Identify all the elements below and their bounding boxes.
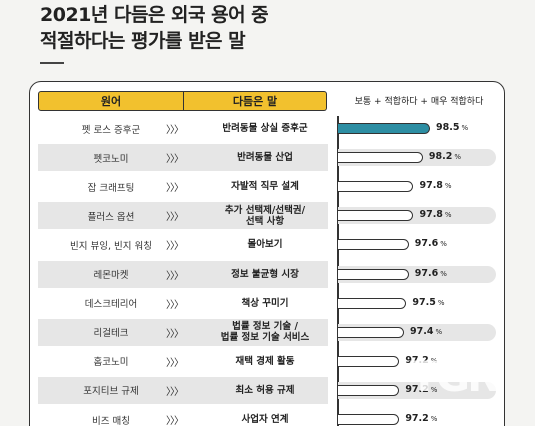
percent-sign: % (437, 298, 445, 307)
percent-sign: % (444, 182, 452, 191)
arrow-icon: 〉〉〉 (166, 183, 184, 195)
value-label: 97.2% (405, 413, 438, 424)
bar (338, 181, 414, 193)
term-label: 빈지 뷰잉, 빈지 워칭 (70, 240, 152, 252)
alternative-label: 법률 정보 기술 / 법률 정보 기술 서비스 (220, 321, 310, 344)
table-row: 플러스 옵션 〉〉〉 추가 선택제/선택권/선택 사항 (38, 202, 328, 230)
alternative-label: 정보 불균형 시장 (231, 268, 299, 280)
table-row: 홈코노미 〉〉〉 재택 경제 활동 (38, 348, 328, 375)
table-row: 데스크테리어 〉〉〉 책상 꾸미기 (38, 290, 328, 317)
term-label: 리걸테크 (93, 328, 129, 340)
percent-sign: % (444, 211, 452, 220)
title-underline (40, 62, 64, 64)
term-label: 비즈 매칭 (92, 415, 130, 426)
arrow-icon: 〉〉〉 (166, 270, 184, 282)
table-row: 빈지 뷰잉, 빈지 워칭 〉〉〉 몰아보기 (38, 231, 328, 258)
value-label: 97.6% (414, 238, 447, 250)
bar (338, 297, 407, 309)
value-label: 98.2% (428, 151, 462, 163)
percent-sign: % (430, 356, 438, 365)
term-label: 홈코노미 (93, 357, 129, 369)
alternative-label: 사업자 연계 (241, 414, 289, 425)
percent-sign: % (440, 269, 447, 278)
value-label: 97.2% (405, 354, 438, 366)
bar (338, 268, 409, 280)
arrow-icon: 〉〉〉 (166, 386, 184, 398)
arrow-icon: 〉〉〉 (166, 212, 184, 224)
table-row: 비즈 매칭 〉〉〉 사업자 연계 (38, 406, 328, 426)
table-row: 펫 로스 증후군 〉〉〉 반려동물 상실 증후군 (38, 115, 328, 142)
term-label: 펫코노미 (93, 153, 129, 165)
bar (338, 152, 423, 164)
alternative-label: 책상 꾸미기 (241, 297, 289, 309)
value-label: 98.5% (436, 122, 469, 133)
alternative-label: 몰아보기 (247, 239, 283, 251)
chart-card: 원어 다듬은 말 보통 + 적합하다 + 매우 적합하다 펫 로스 증후군 〉〉〉… (29, 81, 505, 426)
value-label: 97.8% (419, 180, 452, 192)
alternative-label: 추가 선택제/선택권/선택 사항 (224, 204, 306, 227)
value-label: 97.4% (410, 325, 443, 337)
arrow-icon: 〉〉〉 (166, 154, 184, 166)
bar (338, 384, 400, 396)
value-label: 97.5% (412, 296, 445, 308)
term-label: 플러스 옵션 (87, 211, 135, 223)
bar (338, 239, 409, 251)
table-row: 포지티브 규제 〉〉〉 최소 허용 규제 (38, 376, 328, 404)
header-term: 원어 (38, 91, 184, 111)
header-alternative: 다듬은 말 (184, 91, 327, 111)
table-row: 레몬마켓 〉〉〉 정보 불균형 시장 (38, 260, 328, 288)
term-label: 잡 크래프팅 (87, 182, 135, 194)
value-label: 97.8% (419, 209, 452, 221)
alternative-label: 반려동물 산업 (237, 152, 293, 164)
bar-axis (337, 116, 339, 426)
header-score: 보통 + 적합하다 + 매우 적합하다 (354, 97, 484, 107)
arrow-icon: 〉〉〉 (166, 299, 184, 311)
arrow-icon: 〉〉〉 (166, 416, 184, 426)
percent-sign: % (440, 240, 447, 249)
percent-sign: % (461, 124, 469, 132)
alternative-label: 반려동물 상실 증후군 (222, 123, 308, 134)
alternative-label: 자발적 직무 설계 (231, 181, 299, 193)
percent-sign: % (435, 327, 443, 336)
table-row: 리걸테크 〉〉〉 법률 정보 기술 / 법률 정보 기술 서비스 (38, 318, 328, 346)
table-row: 펫코노미 〉〉〉 반려동물 산업 (38, 144, 328, 172)
watermark-logo: TGN (410, 352, 502, 401)
chart-title: 2021년 다듬은 외국 용어 중 적절하다는 평가를 받은 말 (40, 2, 269, 54)
term-label: 데스크테리어 (84, 299, 138, 311)
chart-title-line2: 적절하다는 평가를 받은 말 (40, 30, 246, 52)
value-label: 97.6% (414, 267, 447, 279)
chart-title-line1: 2021년 다듬은 외국 용어 중 (40, 4, 269, 26)
percent-sign: % (430, 385, 438, 394)
value-label: 97.2% (405, 383, 438, 395)
arrow-icon: 〉〉〉 (166, 328, 184, 340)
term-label: 포지티브 규제 (83, 386, 139, 398)
bar (338, 326, 405, 338)
term-label: 레몬마켓 (93, 270, 129, 281)
alternative-label: 최소 허용 규제 (235, 384, 295, 396)
arrow-icon: 〉〉〉 (166, 125, 184, 136)
table-row: 잡 크래프팅 〉〉〉 자발적 직무 설계 (38, 173, 328, 200)
bar (338, 414, 400, 425)
arrow-icon: 〉〉〉 (166, 357, 184, 369)
percent-sign: % (430, 415, 438, 423)
percent-sign: % (454, 153, 462, 162)
alternative-label: 재택 경제 활동 (235, 355, 295, 367)
bar (338, 355, 400, 367)
term-label: 펫 로스 증후군 (81, 124, 141, 136)
arrow-icon: 〉〉〉 (166, 241, 184, 253)
bar (338, 123, 430, 134)
bar (338, 210, 414, 222)
